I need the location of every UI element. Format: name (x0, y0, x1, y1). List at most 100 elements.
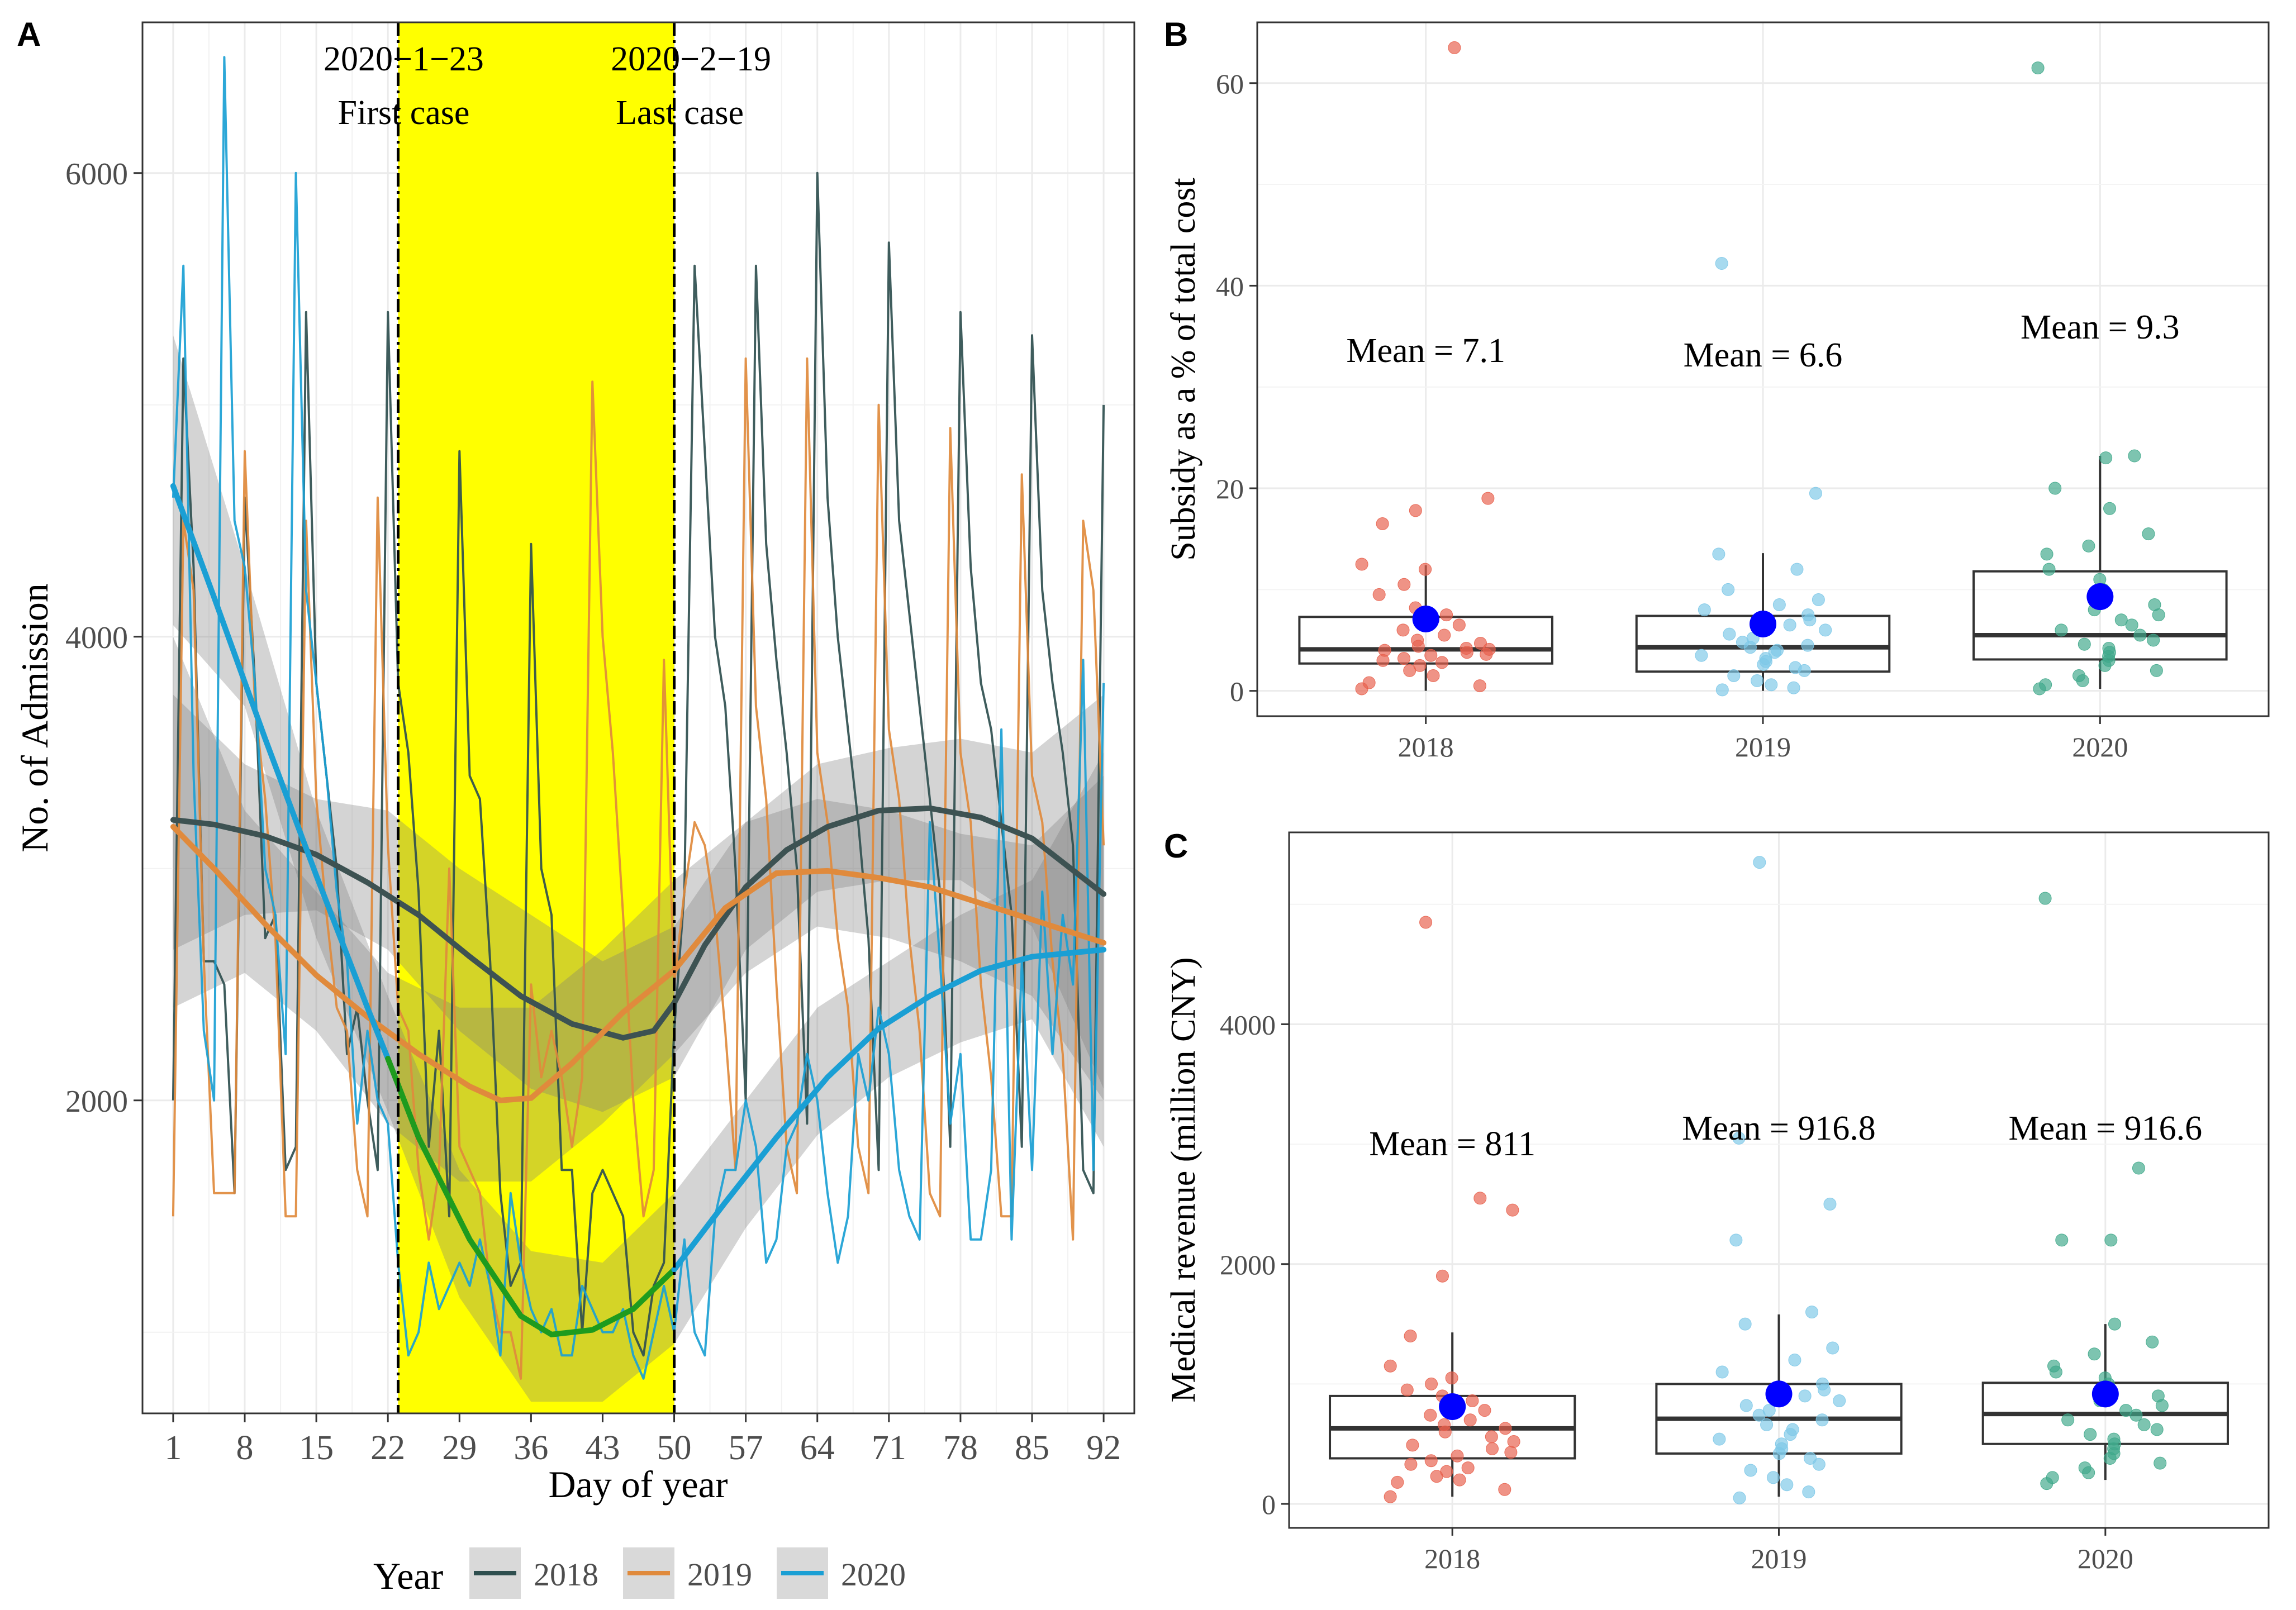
data-point-2019 (1753, 856, 1766, 869)
data-point-2019 (1733, 1491, 1746, 1504)
data-point-2018 (1425, 1377, 1438, 1390)
data-point-2019 (1801, 639, 1814, 652)
panel-b-y-axis-title: Subsidy as a % of total cost (1164, 178, 1202, 560)
panel-letter-b: B (1164, 16, 1188, 53)
x-tick-label: 2019 (1735, 731, 1791, 763)
data-point-2018 (1451, 1449, 1464, 1463)
y-tick-label: 6000 (65, 157, 128, 192)
data-point-2019 (1723, 627, 1736, 641)
x-tick-label: 78 (943, 1429, 978, 1467)
data-point-2018 (1403, 664, 1416, 677)
data-point-2019 (1759, 652, 1772, 665)
legend-label-2019: 2019 (687, 1556, 752, 1593)
data-point-2018 (1463, 1413, 1477, 1427)
data-point-2019 (1738, 1317, 1752, 1331)
x-tick-label: 92 (1086, 1429, 1121, 1467)
data-point-2018 (1419, 563, 1432, 576)
data-point-2019 (1780, 1478, 1794, 1492)
data-point-2020 (2038, 892, 2052, 905)
data-point-2019 (1819, 623, 1832, 637)
data-point-2020 (2031, 61, 2045, 75)
data-point-2019 (1732, 1131, 1746, 1145)
data-point-2018 (1397, 652, 1410, 665)
data-point-2019 (1833, 1394, 1846, 1407)
data-point-2020 (2104, 1233, 2118, 1247)
data-point-2019 (1762, 1404, 1776, 1417)
box-2020 (1972, 570, 2228, 661)
legend: Year 2018 2019 2020 (373, 1547, 906, 1599)
data-point-2018 (1397, 578, 1411, 591)
x-tick-label: 15 (299, 1429, 334, 1467)
last-case-date: 2020−2−19 (611, 40, 771, 78)
data-point-2018 (1445, 1371, 1458, 1385)
data-point-2020 (2150, 1423, 2164, 1436)
data-point-2019 (1695, 649, 1708, 662)
data-point-2020 (2078, 637, 2091, 651)
data-point-2019 (1760, 1418, 1774, 1431)
mean-label-2018: Mean = 811 (1369, 1125, 1536, 1163)
y-tick-label: 4000 (65, 621, 128, 655)
data-point-2019 (1783, 618, 1796, 632)
data-point-2018 (1504, 1446, 1518, 1459)
data-point-2018 (1485, 1442, 1499, 1455)
data-point-2018 (1424, 649, 1438, 662)
data-point-2020 (2048, 482, 2062, 495)
data-point-2018 (1411, 633, 1424, 647)
data-point-2019 (1727, 669, 1741, 682)
panel-c-y-axis-title: Medical revenue (million CNY) (1164, 957, 1202, 1402)
x-tick-label: 2020 (2072, 731, 2128, 763)
data-point-2019 (1744, 1464, 1757, 1477)
data-point-2019 (1739, 1399, 1753, 1412)
data-point-2020 (2137, 1418, 2151, 1431)
smooth-line-2018 (170, 805, 1107, 1041)
data-point-2018 (1427, 669, 1440, 682)
data-point-2018 (1461, 1461, 1475, 1475)
data-point-2020 (2147, 633, 2160, 647)
data-point-2018 (1376, 517, 1389, 531)
data-point-2018 (1438, 1418, 1451, 1431)
panel-c-ticks: 2018 2019 2020 0 2000 4000 (1220, 1009, 2133, 1574)
data-point-2019 (1815, 1413, 1829, 1427)
data-point-2019 (1766, 1471, 1780, 1484)
data-point-2019 (1809, 487, 1822, 500)
y-tick-label: 2000 (65, 1084, 128, 1119)
legend-title: Year (373, 1555, 444, 1597)
data-point-2018 (1435, 1269, 1449, 1283)
x-tick-label: 85 (1015, 1429, 1049, 1467)
data-point-2018 (1435, 656, 1449, 669)
data-point-2018 (1481, 492, 1495, 505)
data-point-2018 (1506, 1203, 1519, 1217)
y-tick-label: 2000 (1220, 1249, 1276, 1280)
x-tick-label: 64 (800, 1429, 835, 1467)
data-point-2020 (2042, 563, 2056, 576)
data-point-2019 (1790, 563, 1804, 576)
data-point-2018 (1478, 1404, 1491, 1417)
data-point-2020 (2039, 678, 2052, 692)
data-point-2019 (1712, 547, 1725, 561)
mean-label-2019: Mean = 916.8 (1682, 1109, 1876, 1147)
data-point-2019 (1698, 603, 1711, 617)
data-point-2019 (1729, 1233, 1743, 1247)
data-point-2020 (2103, 502, 2117, 515)
data-point-2019 (1804, 1452, 1817, 1465)
data-point-2019 (1775, 1437, 1788, 1451)
data-point-2020 (2119, 1404, 2133, 1417)
data-point-2018 (1396, 623, 1410, 637)
data-point-2019 (1802, 1485, 1815, 1499)
data-point-2020 (2078, 1461, 2091, 1475)
data-point-2020 (2102, 642, 2116, 655)
data-point-2018 (1419, 916, 1433, 929)
data-point-2019 (1816, 1377, 1829, 1390)
data-point-2020 (2151, 1389, 2165, 1403)
data-point-2020 (2061, 1413, 2075, 1427)
data-point-2018 (1355, 558, 1368, 571)
mean-marker-2018 (1412, 605, 1439, 632)
data-point-2020 (2040, 547, 2053, 561)
mean-marker-2020 (2086, 583, 2114, 611)
x-tick-label: 50 (657, 1429, 692, 1467)
panel-c-mean-markers (1439, 1380, 2119, 1420)
x-tick-label: 71 (872, 1429, 906, 1467)
data-point-2020 (2099, 451, 2113, 465)
data-point-2019 (1713, 1432, 1726, 1446)
